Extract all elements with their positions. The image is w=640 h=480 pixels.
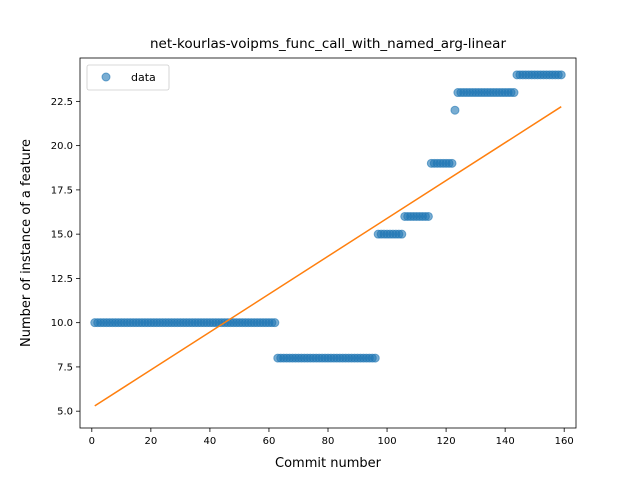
legend-box	[86, 64, 170, 91]
legend-marker-data	[101, 72, 111, 82]
y-axis-label: Number of instance of a feature	[19, 139, 34, 347]
y-tick-label: 17.5	[51, 185, 73, 196]
data-point	[397, 229, 407, 239]
x-tick-label: 40	[204, 436, 217, 447]
data-point	[370, 353, 380, 363]
x-tick-label: 140	[496, 436, 515, 447]
legend: data	[86, 64, 170, 91]
y-tick-label: 15.0	[51, 230, 73, 241]
y-tick-label: 12.5	[51, 274, 73, 285]
data-point	[556, 70, 566, 80]
y-tick-label: 10.0	[51, 318, 73, 329]
x-tick-label: 160	[555, 436, 574, 447]
data-point	[509, 88, 519, 98]
linear-fit-line	[94, 106, 562, 407]
plot-frame	[79, 57, 577, 429]
legend-label-data: data	[131, 71, 156, 84]
x-axis-ticks: 0 20 40 60 80 100 120 140 160	[89, 428, 574, 447]
y-axis-ticks: 5.0 7.5 10.0 12.5 15.0 17.5 20.0 22.5	[51, 97, 80, 418]
data-point	[270, 318, 280, 328]
x-tick-label: 120	[437, 436, 456, 447]
x-tick-label: 80	[322, 436, 335, 447]
chart-title: net-kourlas-voipms_func_call_with_named_…	[150, 36, 506, 52]
y-tick-label: 5.0	[57, 407, 73, 418]
y-tick-label: 22.5	[51, 97, 73, 108]
data-point	[423, 211, 433, 221]
x-tick-label: 60	[263, 436, 276, 447]
y-tick-label: 7.5	[57, 362, 73, 373]
plot-marks	[90, 70, 566, 407]
y-tick-label: 20.0	[51, 141, 73, 152]
x-tick-label: 20	[144, 436, 157, 447]
x-tick-label: 100	[378, 436, 397, 447]
x-tick-label: 0	[89, 436, 95, 447]
data-point	[450, 105, 460, 115]
data-point	[447, 158, 457, 168]
x-axis-label: Commit number	[275, 456, 382, 471]
